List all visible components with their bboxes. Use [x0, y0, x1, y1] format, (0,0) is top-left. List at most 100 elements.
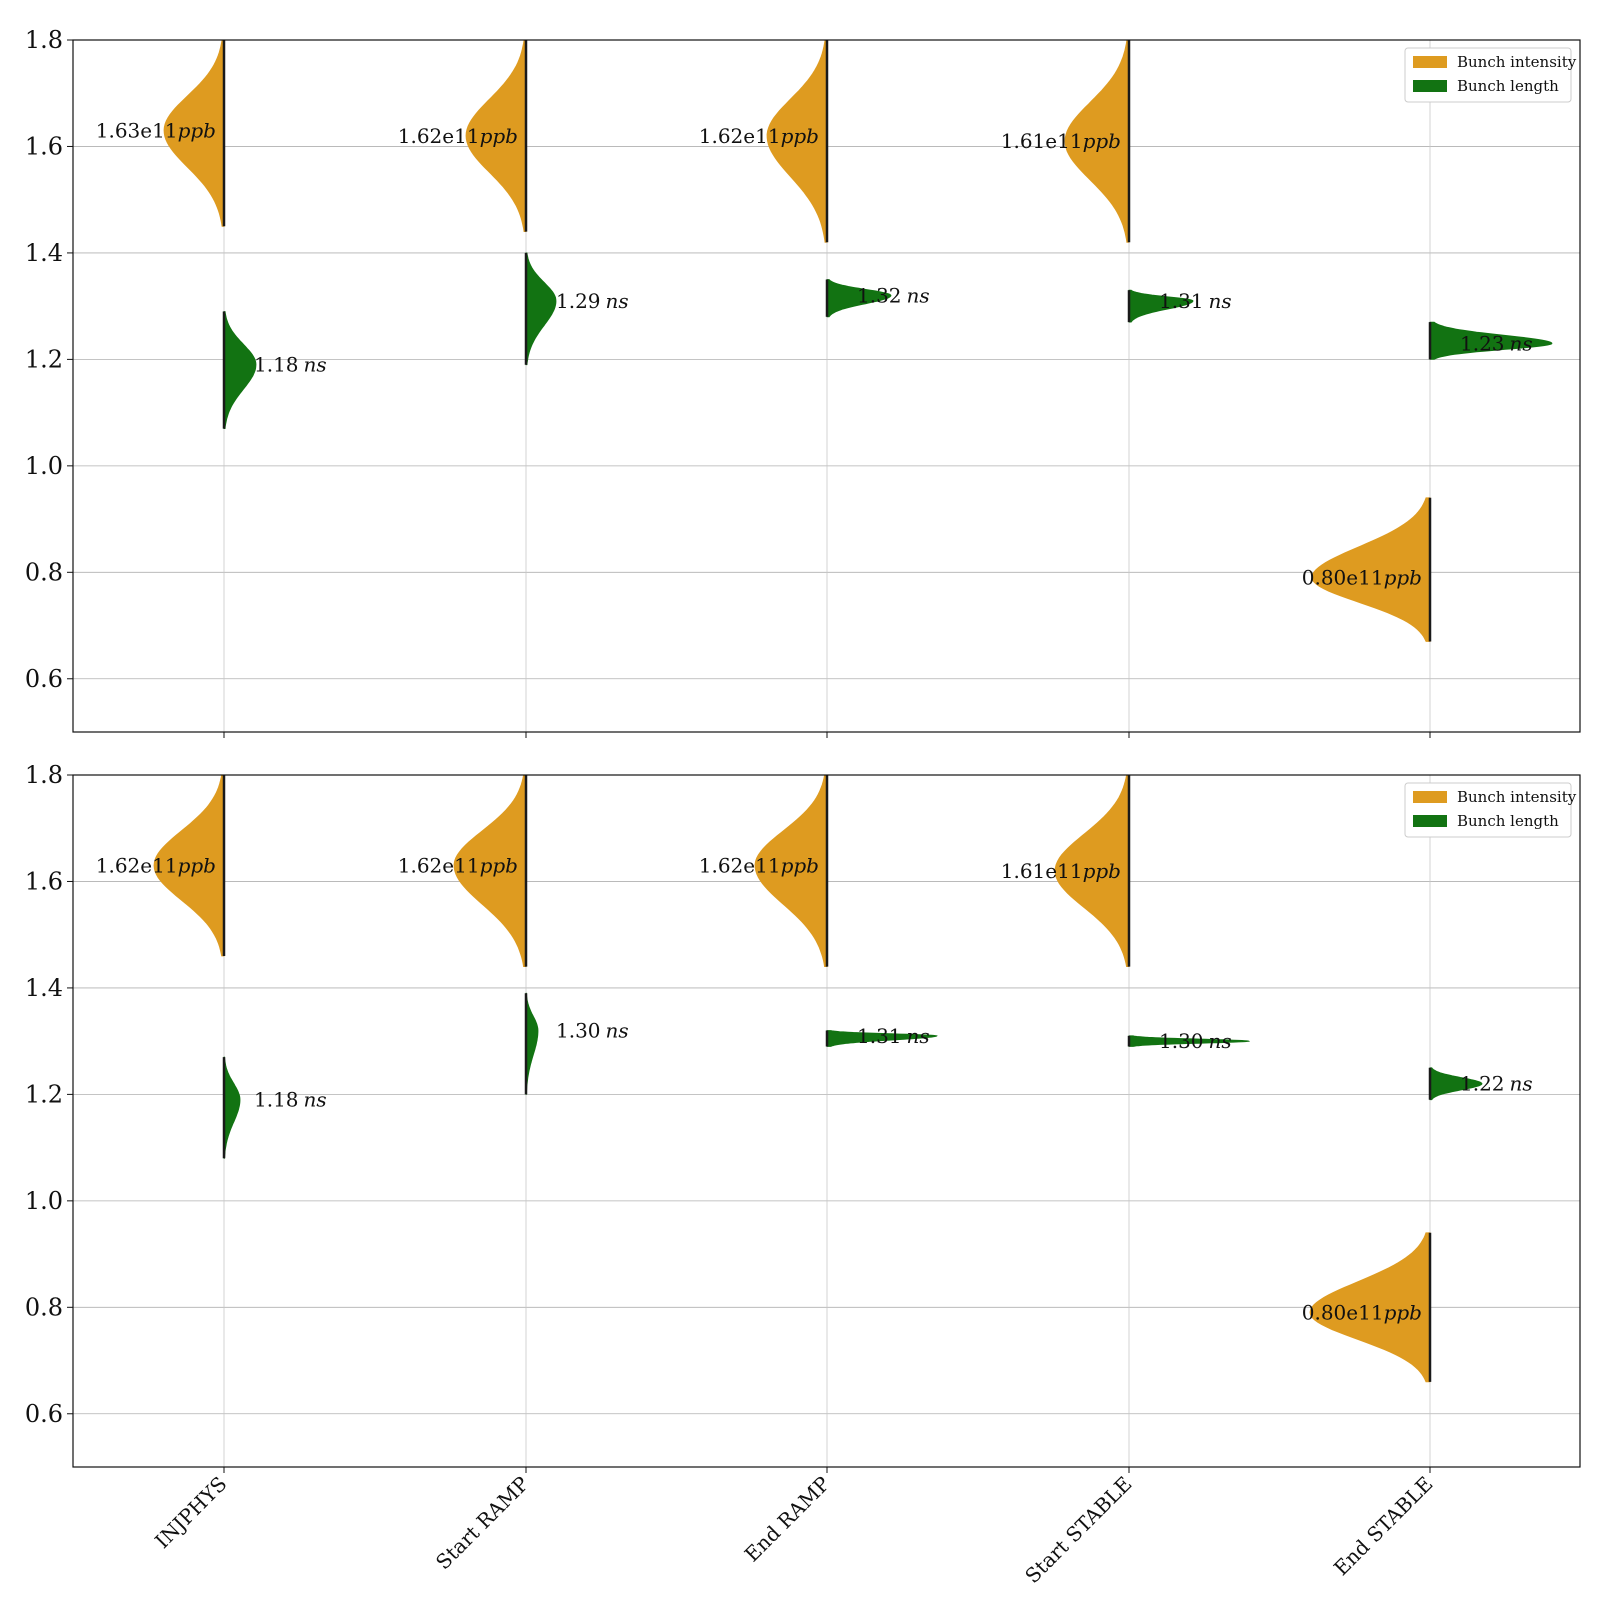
- y-tick-label: 1.6: [25, 132, 63, 160]
- length-violin: [1128, 1035, 1251, 1047]
- length-annotation: 1.30 ns: [556, 1019, 629, 1043]
- category-label: End RAMP: [740, 1472, 835, 1567]
- annotation-unit: ns: [1510, 331, 1533, 355]
- y-tick-label: 0.6: [25, 1400, 63, 1428]
- intensity-annotation: 0.80e11ppb: [1302, 1301, 1422, 1325]
- intensity-annotation: 1.62e11ppb: [699, 124, 819, 148]
- annotation-unit: ppb: [178, 853, 216, 877]
- annotation-value: 1.18: [254, 1088, 299, 1112]
- intensity-annotation: 1.61e11ppb: [1001, 859, 1121, 883]
- annotation-unit: ppb: [781, 124, 819, 148]
- annotation-value: 1.30: [556, 1019, 601, 1043]
- legend-swatch: [1413, 56, 1447, 68]
- annotation-unit: ns: [304, 1088, 327, 1112]
- annotation-unit: ppb: [480, 124, 518, 148]
- annotation-unit: ppb: [1384, 1301, 1422, 1325]
- legend: Bunch intensity Bunch length: [1404, 47, 1577, 103]
- panel-2: 0.6 0.8 1.0 1.2 1.4 1.6 1.8 INJPHYS Start RAMP En…: [25, 761, 1581, 1588]
- category-label: End STABLE: [1329, 1472, 1438, 1581]
- intensity-violin: [1064, 39, 1130, 243]
- legend-swatch: [1413, 815, 1447, 827]
- intensity-violin: [1054, 774, 1130, 968]
- legend-label: Bunch length: [1457, 812, 1559, 830]
- annotation-value: 1.62e11: [398, 853, 480, 877]
- intensity-annotation: 1.62e11ppb: [96, 853, 216, 877]
- annotation-value: 1.62e11: [699, 853, 781, 877]
- y-tick-label: 1.2: [25, 1080, 63, 1108]
- length-annotation: 1.23 ns: [1460, 331, 1533, 355]
- annotation-unit: ns: [1209, 1029, 1232, 1053]
- y-tick-label: 0.6: [25, 665, 63, 693]
- annotation-value: 1.31: [1159, 289, 1204, 313]
- intensity-annotation: 0.80e11ppb: [1302, 566, 1422, 590]
- panel-1: 0.60.81.01.21.41.61.81.63e11ppb 1.62e11pp…: [25, 26, 1581, 738]
- annotation-unit: ppb: [1384, 566, 1422, 590]
- length-annotation: 1.18 ns: [254, 353, 327, 377]
- legend-label: Bunch intensity: [1457, 53, 1577, 71]
- length-annotation: 1.18 ns: [254, 1088, 327, 1112]
- intensity-violin: [465, 39, 527, 233]
- y-tick-label: 1.2: [25, 345, 63, 373]
- legend-label: Bunch intensity: [1457, 788, 1577, 806]
- annotation-unit: ppb: [178, 118, 216, 142]
- intensity-violin: [153, 774, 225, 957]
- length-violin: [826, 1030, 938, 1047]
- annotation-unit: ppb: [1083, 129, 1121, 153]
- length-violin: [525, 992, 539, 1095]
- y-tick-label: 0.8: [25, 1293, 63, 1321]
- intensity-annotation: 1.61e11ppb: [1001, 129, 1121, 153]
- annotation-value: 0.80e11: [1302, 566, 1384, 590]
- annotation-value: 1.62e11: [699, 124, 781, 148]
- annotation-unit: ppb: [1083, 859, 1121, 883]
- length-annotation: 1.31 ns: [1159, 289, 1232, 313]
- y-tick-label: 1.6: [25, 867, 63, 895]
- intensity-annotation: 1.63e11ppb: [96, 118, 216, 142]
- length-annotation: 1.29 ns: [556, 289, 629, 313]
- length-violin: [1429, 321, 1553, 360]
- length-annotation: 1.31 ns: [857, 1024, 930, 1048]
- y-tick-label: 1.4: [25, 239, 63, 267]
- intensity-annotation: 1.62e11ppb: [398, 124, 518, 148]
- annotation-value: 1.61e11: [1001, 859, 1083, 883]
- annotation-value: 1.31: [857, 1024, 902, 1048]
- length-violin: [223, 1056, 241, 1159]
- annotation-unit: ns: [1209, 289, 1232, 313]
- annotation-unit: ppb: [480, 853, 518, 877]
- length-annotation: 1.22 ns: [1460, 1072, 1533, 1096]
- legend-label: Bunch length: [1457, 77, 1559, 95]
- annotation-value: 1.62e11: [96, 853, 178, 877]
- annotation-unit: ns: [907, 1024, 930, 1048]
- annotation-unit: ns: [606, 1019, 629, 1043]
- y-tick-label: 1.8: [25, 26, 63, 54]
- intensity-violin: [754, 774, 828, 968]
- y-tick-label: 1.0: [25, 452, 63, 480]
- annotation-unit: ns: [304, 353, 327, 377]
- intensity-violin: [453, 774, 527, 968]
- annotation-unit: ns: [606, 289, 629, 313]
- annotation-unit: ppb: [781, 853, 819, 877]
- intensity-violin: [1309, 1232, 1431, 1383]
- category-label: Start RAMP: [431, 1472, 534, 1575]
- legend-swatch: [1413, 791, 1447, 803]
- length-violin: [223, 311, 257, 430]
- annotation-value: 1.61e11: [1001, 129, 1083, 153]
- y-tick-label: 1.8: [25, 761, 63, 789]
- annotation-unit: ns: [1510, 1072, 1533, 1096]
- annotation-value: 1.22: [1460, 1072, 1505, 1096]
- y-tick-label: 1.0: [25, 1187, 63, 1215]
- annotation-value: 1.63e11: [96, 118, 178, 142]
- length-violin: [525, 252, 557, 366]
- intensity-violin: [766, 39, 828, 243]
- annotation-unit: ns: [907, 284, 930, 308]
- annotation-value: 1.18: [254, 353, 299, 377]
- axes-frame: [72, 39, 1581, 733]
- annotation-value: 1.32: [857, 284, 902, 308]
- intensity-annotation: 1.62e11ppb: [699, 853, 819, 877]
- annotation-value: 1.62e11: [398, 124, 480, 148]
- axes-frame: [72, 774, 1581, 1468]
- intensity-annotation: 1.62e11ppb: [398, 853, 518, 877]
- annotation-value: 1.23: [1460, 331, 1505, 355]
- annotation-value: 1.29: [556, 289, 601, 313]
- length-violin: [1429, 1067, 1483, 1101]
